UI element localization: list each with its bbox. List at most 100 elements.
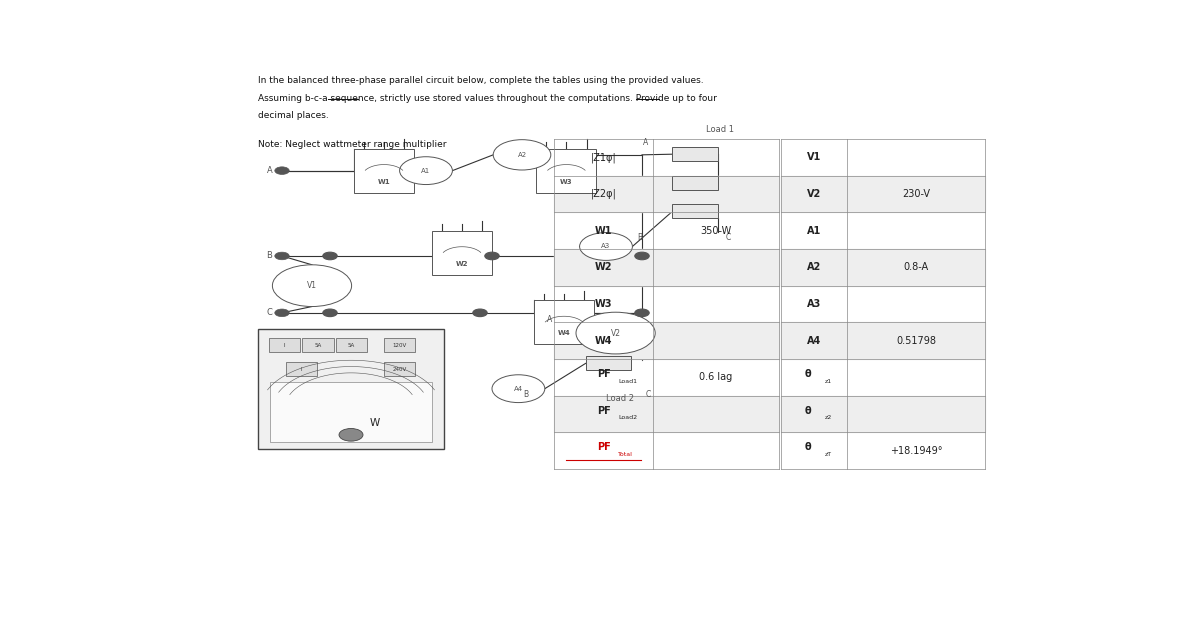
Bar [336,338,367,352]
Circle shape [275,309,289,317]
Text: W3: W3 [560,179,572,185]
Bar [586,329,631,343]
Bar [554,396,779,432]
Text: 0.8-A: 0.8-A [904,262,929,272]
Circle shape [493,140,551,170]
Circle shape [272,265,352,307]
Text: A: A [643,138,648,147]
Text: 5A: 5A [314,343,322,348]
Text: A2: A2 [517,152,527,158]
Text: W4: W4 [595,336,612,346]
Circle shape [275,252,289,260]
Text: A4: A4 [808,336,821,346]
Bar [672,204,718,218]
Bar [432,231,492,275]
Text: C: C [726,233,731,241]
Circle shape [580,233,632,260]
Bar [384,338,415,352]
Text: W2: W2 [595,262,612,272]
Text: C: C [646,390,650,399]
Bar [781,322,985,359]
Circle shape [323,309,337,317]
Circle shape [492,375,545,403]
Text: A1: A1 [808,226,821,236]
Circle shape [340,428,364,441]
Text: θ: θ [805,406,811,416]
Text: PF: PF [596,369,611,379]
Bar [354,149,414,193]
Text: A4: A4 [514,386,523,392]
Bar [781,176,985,212]
Text: A1: A1 [421,167,431,174]
Text: W2: W2 [456,261,468,267]
Circle shape [635,309,649,317]
Text: W: W [370,418,380,428]
Bar [536,149,596,193]
Bar [269,338,300,352]
Bar [672,176,718,190]
Text: A3: A3 [808,299,821,309]
Text: Load2: Load2 [618,415,637,420]
Bar [586,356,631,370]
Text: Assuming b-c-a sequence, strictly use stored values throughout the computations.: Assuming b-c-a sequence, strictly use st… [258,94,716,102]
Bar [534,300,594,344]
Text: I: I [283,343,286,348]
Circle shape [576,312,655,354]
Bar [554,249,779,286]
Bar [781,249,985,286]
Text: |Z2φ|: |Z2φ| [590,189,617,199]
Text: Load1: Load1 [618,379,637,384]
Circle shape [635,252,649,260]
Bar [672,147,718,161]
Text: θ: θ [805,442,811,453]
Text: 0.51798: 0.51798 [896,336,936,346]
Text: V2: V2 [611,329,620,337]
Bar [384,362,415,376]
Circle shape [485,252,499,260]
Bar [258,329,444,449]
Text: V1: V1 [307,281,317,290]
Bar [554,322,779,359]
Text: 0.6 lag: 0.6 lag [700,372,732,382]
Bar [286,362,317,376]
Bar [270,382,432,442]
Text: A: A [266,166,272,175]
Text: A2: A2 [808,262,821,272]
Text: A3: A3 [601,243,611,250]
Text: 350-W: 350-W [700,226,732,236]
Text: θ: θ [805,369,811,379]
Text: In the balanced three-phase parallel circuit below, complete the tables using th: In the balanced three-phase parallel cir… [258,76,703,85]
Text: B: B [523,390,528,399]
Text: zT: zT [826,452,832,457]
Text: Total: Total [618,452,632,457]
Circle shape [323,252,337,260]
Bar [302,338,334,352]
Text: W1: W1 [378,179,390,185]
Circle shape [473,309,487,317]
Text: z1: z1 [826,379,832,384]
Bar [781,396,985,432]
Text: 230-V: 230-V [902,189,930,199]
Text: Load 1: Load 1 [706,125,733,134]
Bar [554,176,779,212]
Circle shape [400,157,452,185]
Text: I: I [300,367,302,372]
Text: PF: PF [596,442,611,453]
Text: +18.1949°: +18.1949° [890,446,942,456]
Text: Load 2: Load 2 [606,394,634,403]
Text: C: C [266,308,272,317]
Text: 120V: 120V [392,343,407,348]
Text: decimal places.: decimal places. [258,111,329,120]
Text: B: B [266,252,272,260]
Text: W1: W1 [595,226,612,236]
Text: V1: V1 [808,152,821,162]
Text: A: A [547,315,552,324]
Text: Note: Neglect wattmeter range multiplier: Note: Neglect wattmeter range multiplier [258,140,446,149]
Text: B: B [637,233,642,241]
Text: 5A: 5A [348,343,355,348]
Text: W4: W4 [558,331,570,336]
Text: V2: V2 [808,189,821,199]
Text: 240V: 240V [392,367,407,372]
Text: W3: W3 [595,299,612,309]
Text: z2: z2 [826,415,833,420]
